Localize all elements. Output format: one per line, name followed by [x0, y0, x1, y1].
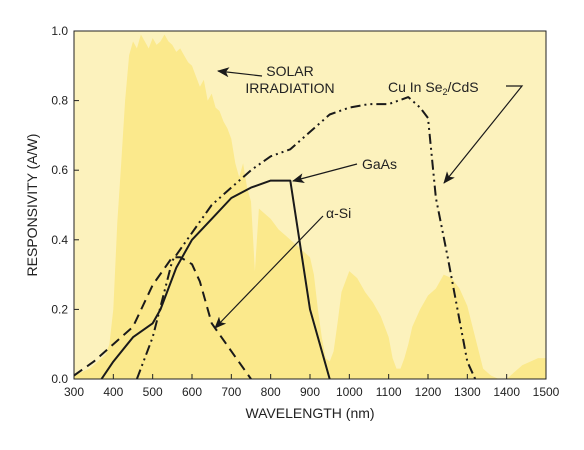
annotation-cuinse2-part2: /CdS	[448, 79, 479, 95]
annotation-a-si: α-Si	[214, 205, 351, 329]
x-axis-title: WAVELENGTH (nm)	[245, 405, 374, 421]
annotation-solar-arrow	[217, 67, 263, 78]
annotation-a-si-arrow	[214, 215, 324, 329]
x-tick-label: 1400	[493, 385, 520, 399]
annotation-cuinse2: Cu In Se2/CdS	[388, 79, 524, 184]
annotation-cuinse2-sub: 2	[442, 87, 447, 97]
x-tick-label: 400	[103, 385, 123, 399]
annotation-cuinse2-label: Cu In Se2/CdS	[388, 79, 479, 97]
x-tick-label: 1000	[336, 385, 363, 399]
annotation-solar-irradiation: SOLAR IRRADIATION	[217, 63, 335, 96]
x-tick-label: 500	[143, 385, 163, 399]
x-tick-label: 1200	[415, 385, 442, 399]
annotation-cuinse2-arrow	[443, 85, 524, 184]
annotation-gaas-label: GaAs	[362, 156, 397, 172]
series-line-cuinse2	[135, 96, 477, 379]
x-axis: 300 400 500 600 700 800 900 1000 1100 1200 1300 140…	[64, 374, 560, 399]
y-tick-label: 0.6	[51, 163, 68, 177]
y-axis-title: RESPONSIVITY (A/W)	[24, 134, 40, 277]
x-tick-label: 300	[64, 385, 84, 399]
y-tick-label: 0.0	[51, 372, 68, 386]
y-tick-label: 0.8	[51, 94, 68, 108]
series-line-gaas	[100, 179, 331, 379]
x-tick-label: 800	[261, 385, 281, 399]
annotation-cuinse2-part1: Cu In Se	[388, 79, 443, 95]
x-tick-label: 900	[300, 385, 320, 399]
y-tick-label: 0.2	[51, 302, 68, 316]
x-tick-label: 1300	[454, 385, 481, 399]
x-tick-label: 1100	[376, 385, 402, 399]
annotation-gaas-arrow	[292, 163, 358, 184]
annotation-gaas: GaAs	[292, 156, 397, 184]
y-tick-label: 0.4	[51, 233, 68, 247]
annotation-a-si-label: α-Si	[326, 205, 351, 221]
annotation-solar-line2: IRRADIATION	[245, 80, 334, 96]
solar-irradiation-layer	[74, 34, 546, 379]
annotation-solar-line1: SOLAR	[266, 63, 313, 79]
y-axis: 0.0 0.2 0.4 0.6 0.8 1.0	[51, 24, 79, 386]
x-tick-label: 1500	[533, 385, 560, 399]
x-tick-label: 700	[221, 385, 241, 399]
solar-irradiation-area	[74, 34, 546, 379]
y-tick-label: 1.0	[51, 24, 68, 38]
x-tick-label: 600	[182, 385, 202, 399]
